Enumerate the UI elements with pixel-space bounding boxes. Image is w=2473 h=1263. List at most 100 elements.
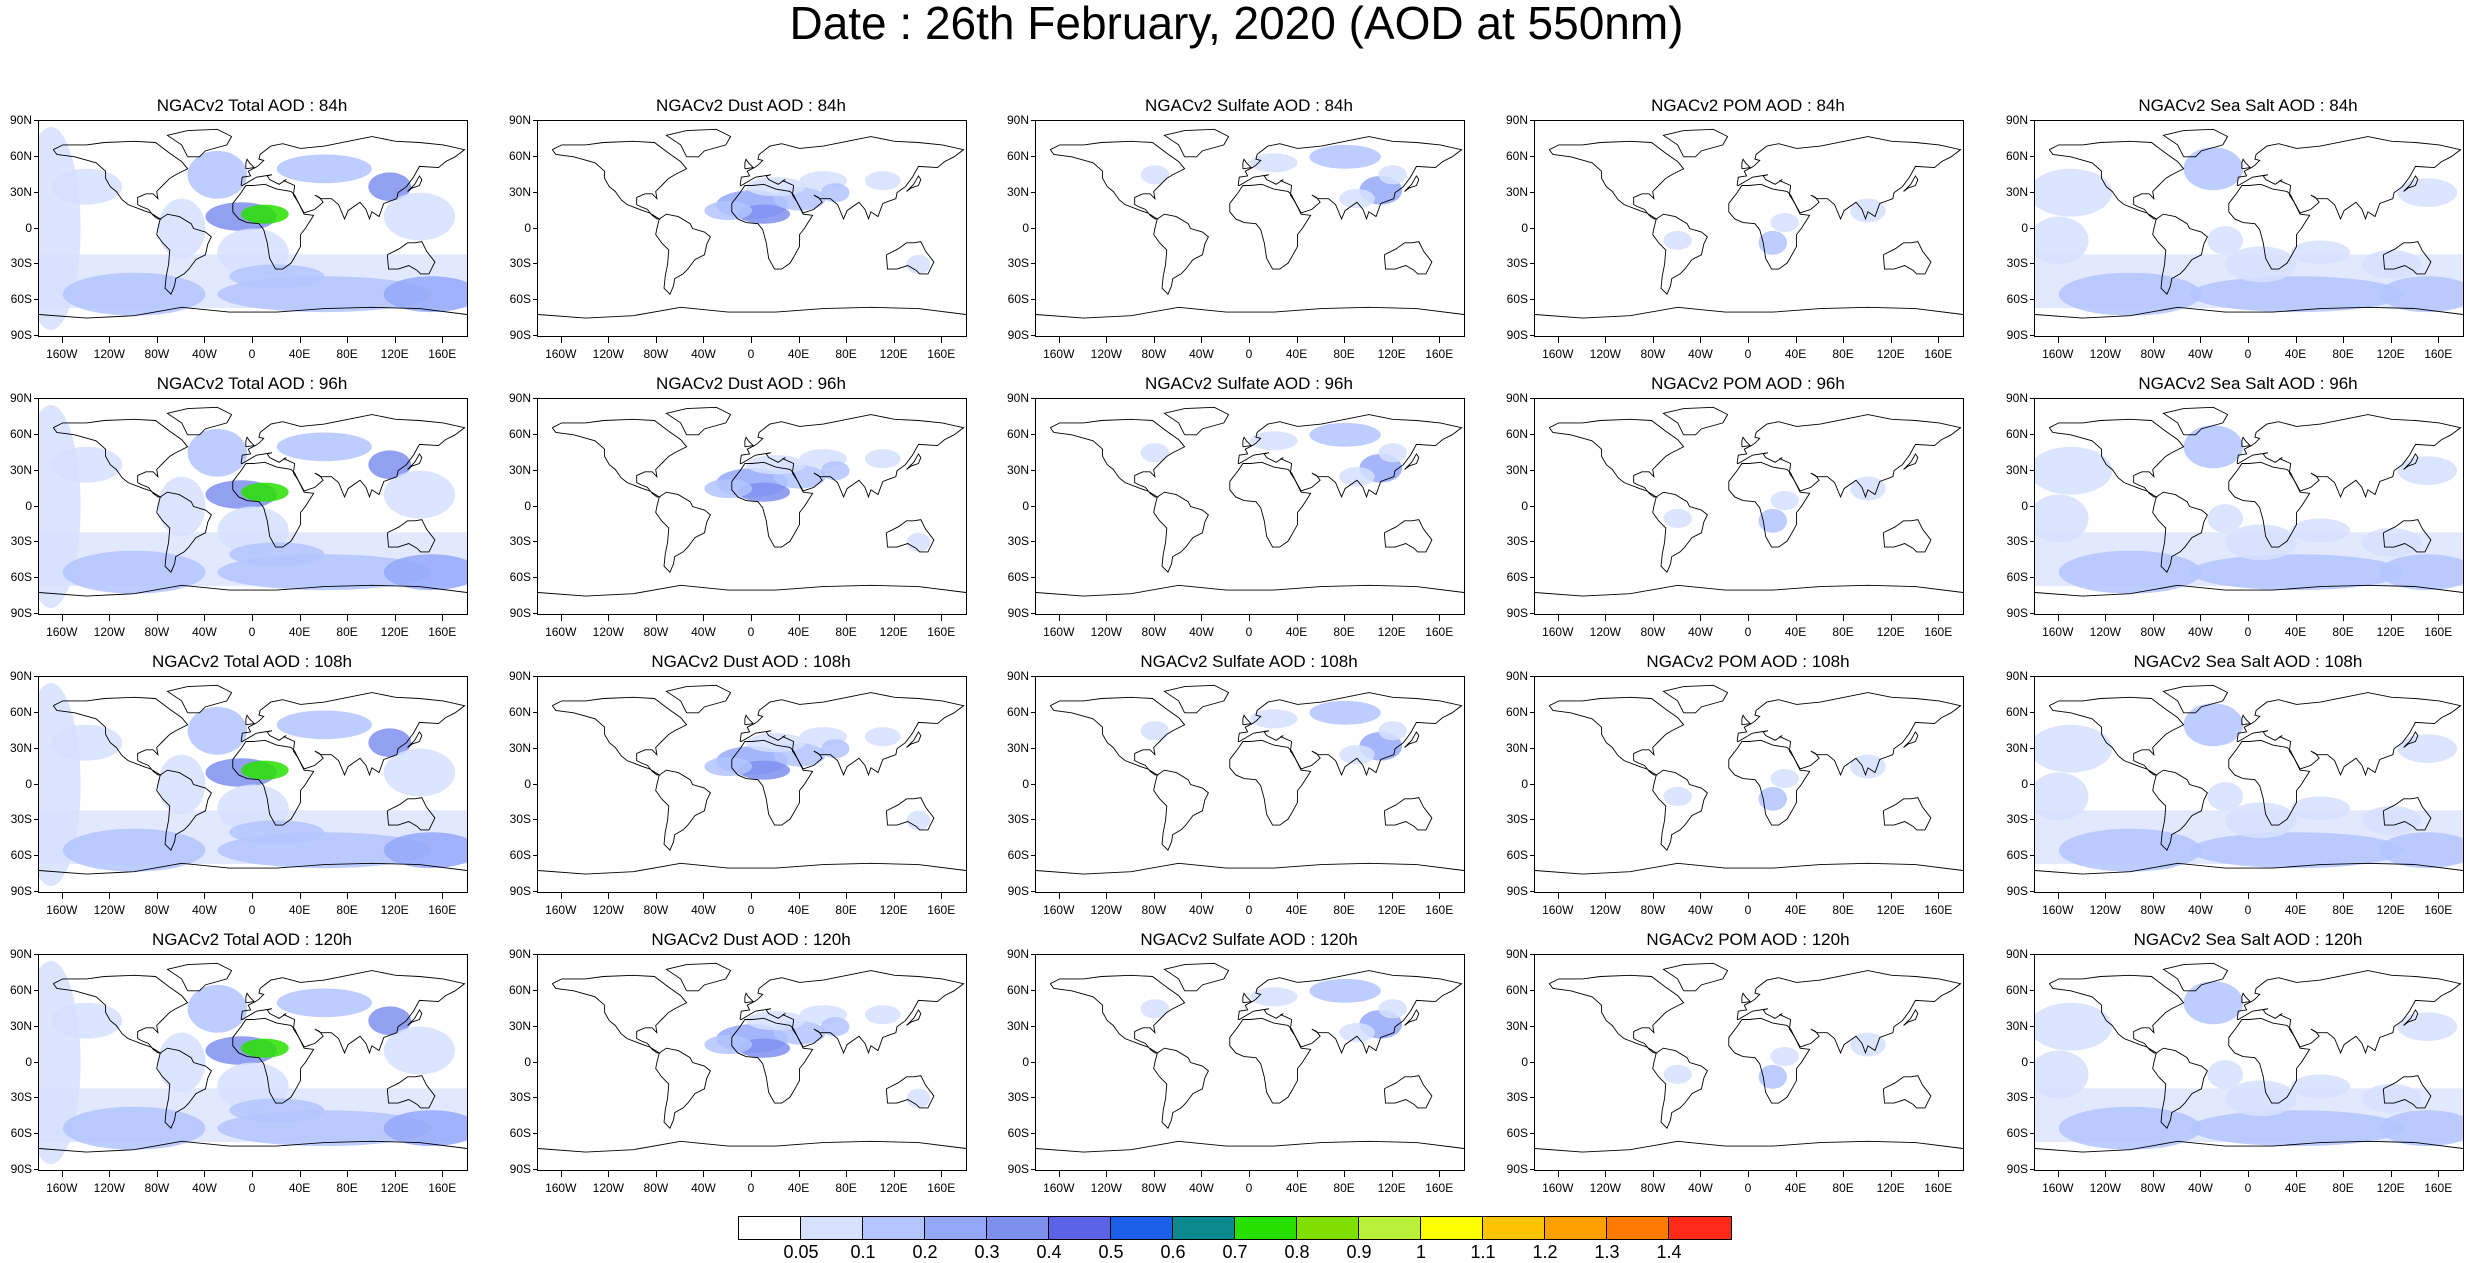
longitude-label: 160E [927,903,956,917]
longitude-tick [893,337,895,343]
colorbar-label: 1.4 [1656,1242,1682,1262]
coastline [166,684,233,714]
colorbar-swatch [1111,1217,1173,1239]
latitude-tick [533,1097,537,1099]
aod-field [187,984,248,1033]
latitude-tick [533,747,537,749]
coastline [744,714,755,726]
latitude-label: 0 [2021,220,2028,235]
longitude-tick [1700,1171,1702,1177]
longitude-label: 80W [643,903,669,917]
colorbar-swatch [1545,1217,1607,1239]
aod-field [157,198,206,259]
longitude-tick [2200,337,2202,343]
latitude-tick [1031,469,1035,471]
latitude-label: 0 [1521,498,1528,513]
latitude-label: 90N [9,669,32,683]
latitude-label: 90S [509,328,531,342]
aod-field [704,757,752,777]
longitude-tick [1106,893,1108,899]
latitude-label: 60N [9,982,32,997]
panel-title: NGACv2 POM AOD : 96h [1651,374,1845,393]
longitude-label: 40W [691,903,716,917]
coastline [1383,241,1433,275]
colorbar-swatch [987,1217,1049,1239]
longitude-label: 160W [1542,347,1574,361]
aod-field [187,706,248,755]
coastline [2162,684,2229,714]
coastline [1652,213,1708,295]
aod-field [1758,230,1788,255]
longitude-label: 0 [248,1181,256,1195]
latitude-label: 30N [1505,462,1528,477]
aod-field [1378,443,1407,463]
latitude-tick [2030,263,2034,265]
coastline [1153,491,1209,573]
longitude-label: 40E [1285,1181,1308,1195]
coastline [1036,1140,1464,1153]
latitude-label: 60S [1007,570,1029,585]
latitude-label: 0 [1022,220,1029,235]
latitude-tick [1031,1169,1035,1170]
latitude-label: 30S [1007,534,1029,549]
longitude-tick [1700,893,1702,899]
latitude-tick [2030,1025,2034,1027]
colorbar-label: 0.6 [1160,1242,1186,1262]
aod-field [383,748,456,797]
latitude-label: 30S [10,1090,32,1105]
longitude-tick [703,337,705,343]
latitude-tick [1031,155,1035,157]
latitude-tick [1031,577,1035,579]
latitude-tick [34,191,38,193]
longitude-tick [1795,1171,1797,1177]
longitude-tick [2057,893,2059,899]
latitude-tick [1031,335,1035,336]
longitude-tick [1344,1171,1346,1177]
latitude-tick [533,398,537,399]
latitude-tick [34,433,38,435]
aod-field [383,832,467,869]
longitude-label: 160W [545,903,577,917]
coastline [1903,453,1919,470]
latitude-tick [2030,1061,2034,1063]
coastline [2228,183,2311,270]
latitude-tick [533,613,537,614]
latitude-label: 90S [2006,606,2028,620]
longitude-tick [846,337,848,343]
panel-title: NGACv2 Dust AOD : 120h [651,930,851,949]
longitude-tick [608,615,610,621]
latitude-tick [533,989,537,991]
aod-field [2183,703,2244,747]
aod-field [1378,165,1407,185]
aod-field [746,1011,806,1031]
latitude-tick [1031,505,1035,507]
panel-title: NGACv2 Total AOD : 120h [151,930,352,949]
longitude-label: 40E [2284,347,2307,361]
latitude-label: 60N [508,704,531,719]
coastline [906,731,922,748]
panel-title: NGACv2 Sea Salt AOD : 108h [2133,652,2363,671]
aod-field [2189,1110,2404,1147]
coastline [386,797,436,831]
world-map [1534,676,1964,893]
latitude-label: 60S [10,292,32,307]
longitude-tick [1391,337,1393,343]
longitude-label: 40E [1285,903,1308,917]
longitude-tick [1938,893,1940,899]
longitude-tick [1748,337,1749,343]
colorbar-swatch [1421,1217,1483,1239]
longitude-label: 160W [46,347,78,361]
latitude-tick [34,891,38,892]
longitude-label: 40W [1189,625,1214,639]
colorbar-label: 0.1 [850,1242,876,1262]
aod-field [187,428,248,477]
coastline [245,992,256,1004]
latitude-tick [1530,613,1534,614]
longitude-label: 120W [1090,347,1122,361]
latitude-label: 30N [1006,184,1029,199]
map-canvas [538,962,966,1153]
coastline [2035,862,2463,875]
latitude-label: 30S [1506,256,1528,271]
aod-field [1850,754,1886,779]
latitude-tick [1031,433,1035,435]
